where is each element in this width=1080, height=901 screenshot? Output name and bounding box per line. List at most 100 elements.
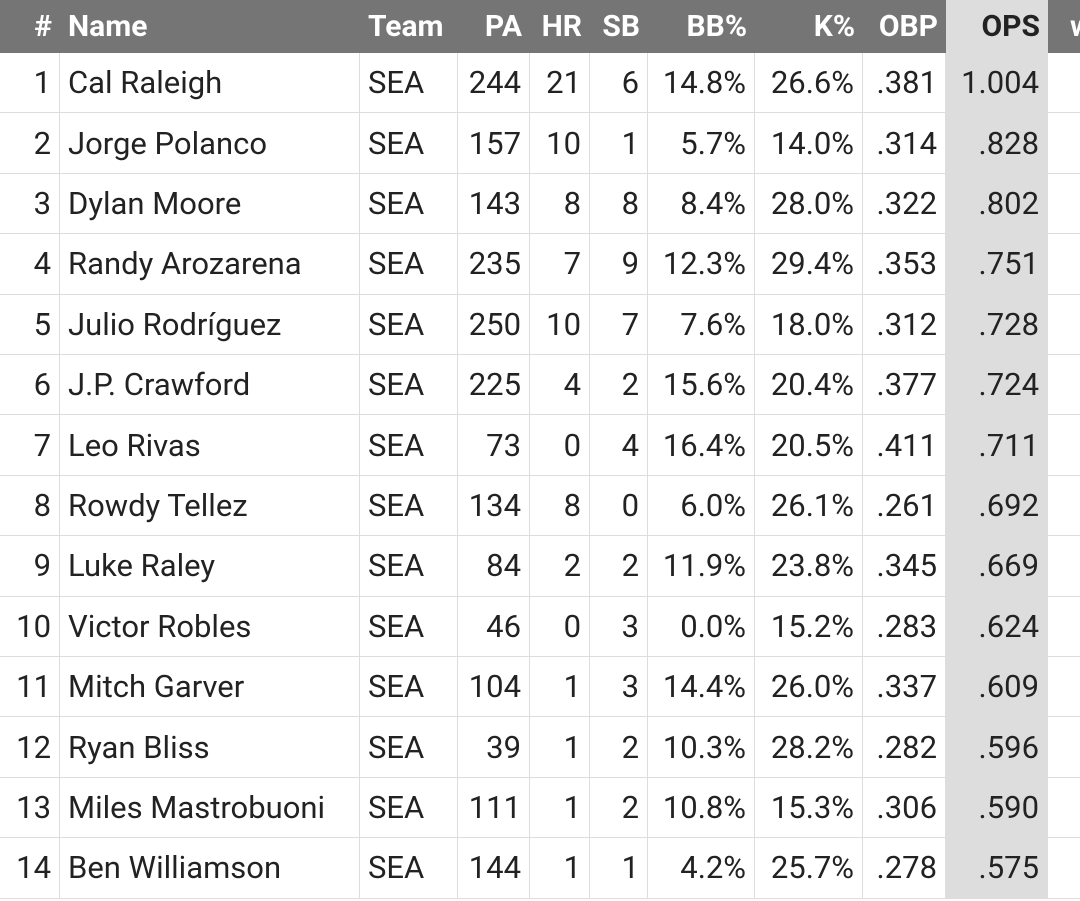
table-cell: 26.1% [755,475,863,537]
table-cell: 73 [458,415,530,476]
table-cell: Dylan Moore [60,173,360,235]
table-cell: 10 [0,596,60,657]
table-cell: 1 [530,777,590,839]
table-cell: 46 [458,596,530,657]
table-cell: .624 [946,596,1048,657]
table-cell: 7 [590,294,648,355]
table-cell: 4 [530,355,590,416]
table-cell: 21 [530,53,590,114]
table-cell: SEA [360,475,458,537]
table-cell: 10 [530,113,590,174]
table-cell: 144 [458,838,530,899]
table-cell: 157 [458,113,530,174]
table-cell: Victor Robles [60,596,360,657]
table-cell: SEA [360,657,458,718]
table-cell: SEA [360,415,458,476]
column-header[interactable]: K% [755,0,863,53]
table-cell: 3 [590,596,648,657]
table-cell: 28.2% [755,717,863,778]
table-cell: 1 [530,717,590,778]
table-cell: Julio Rodríguez [60,294,360,355]
table-cell: 10.8% [648,777,755,839]
table-cell: SEA [360,838,458,899]
table-cell [1048,234,1080,295]
table-cell: Luke Raley [60,536,360,597]
table-cell: 7.6% [648,294,755,355]
table-cell: 26.0% [755,657,863,718]
table-cell: .283 [863,596,946,657]
table-cell: SEA [360,173,458,235]
table-cell: .724 [946,355,1048,416]
table-cell: 13 [0,777,60,839]
column-header[interactable]: Team [360,0,458,53]
table-cell: 4 [0,234,60,295]
table-cell: Cal Raleigh [60,53,360,114]
table-cell [1048,476,1080,537]
column-header[interactable]: Name [60,0,360,53]
table-cell: 6 [590,53,648,114]
table-cell: .711 [946,415,1048,476]
table-cell: .609 [946,657,1048,718]
table-cell: 235 [458,234,530,295]
table-cell: Ben Williamson [60,838,360,899]
table-cell: 29.4% [755,234,863,295]
table-cell: 12 [0,717,60,778]
table-cell: 16.4% [648,415,755,476]
table-cell: 134 [458,475,530,537]
table-cell: .314 [863,113,946,174]
table-cell: .322 [863,173,946,235]
table-cell: 8 [590,173,648,235]
table-cell: SEA [360,355,458,416]
table-cell: 6 [0,355,60,416]
column-header[interactable]: BB% [648,0,755,53]
table-cell: 244 [458,53,530,114]
column-header[interactable]: PA [458,0,530,53]
table-cell: 0 [590,475,648,537]
table-cell: SEA [360,777,458,839]
table-cell [1048,113,1080,174]
column-header[interactable]: SB [590,0,648,53]
table-cell: .282 [863,717,946,778]
table-cell: .337 [863,657,946,718]
table-cell [1048,295,1080,355]
table-cell: 1 [0,53,60,114]
table-cell: 11.9% [648,536,755,597]
column-header[interactable]: # [0,0,60,53]
table-cell: .802 [946,173,1048,235]
table-cell [1048,597,1080,657]
table-cell: .669 [946,536,1048,597]
table-cell: 225 [458,355,530,416]
table-cell: Ryan Bliss [60,717,360,778]
table-cell: 250 [458,294,530,355]
table-cell: 23.8% [755,536,863,597]
table-cell: .381 [863,53,946,114]
table-cell [1048,355,1080,416]
table-cell: .411 [863,415,946,476]
table-cell: 3 [590,657,648,718]
table-cell [1048,536,1080,597]
table-cell: 25.7% [755,838,863,899]
table-cell: 39 [458,717,530,778]
column-header[interactable]: OBP [863,0,946,53]
table-cell: 2 [590,536,648,597]
table-cell: 5.7% [648,113,755,174]
table-cell: SEA [360,113,458,174]
table-cell: SEA [360,717,458,778]
table-cell: 15.2% [755,596,863,657]
table-cell [1048,838,1080,899]
table-cell: 0 [530,596,590,657]
table-cell: 8.4% [648,173,755,235]
column-header[interactable]: OPS [946,0,1048,53]
table-cell: 5 [0,294,60,355]
table-cell: .312 [863,294,946,355]
table-cell: 7 [530,234,590,295]
column-header[interactable]: w [1048,0,1080,53]
table-cell: 84 [458,536,530,597]
column-header[interactable]: HR [530,0,590,53]
table-cell: 20.4% [755,355,863,416]
table-cell: 1 [590,838,648,899]
table-cell: SEA [360,294,458,355]
table-cell: 7 [0,415,60,476]
table-cell: 15.3% [755,777,863,839]
